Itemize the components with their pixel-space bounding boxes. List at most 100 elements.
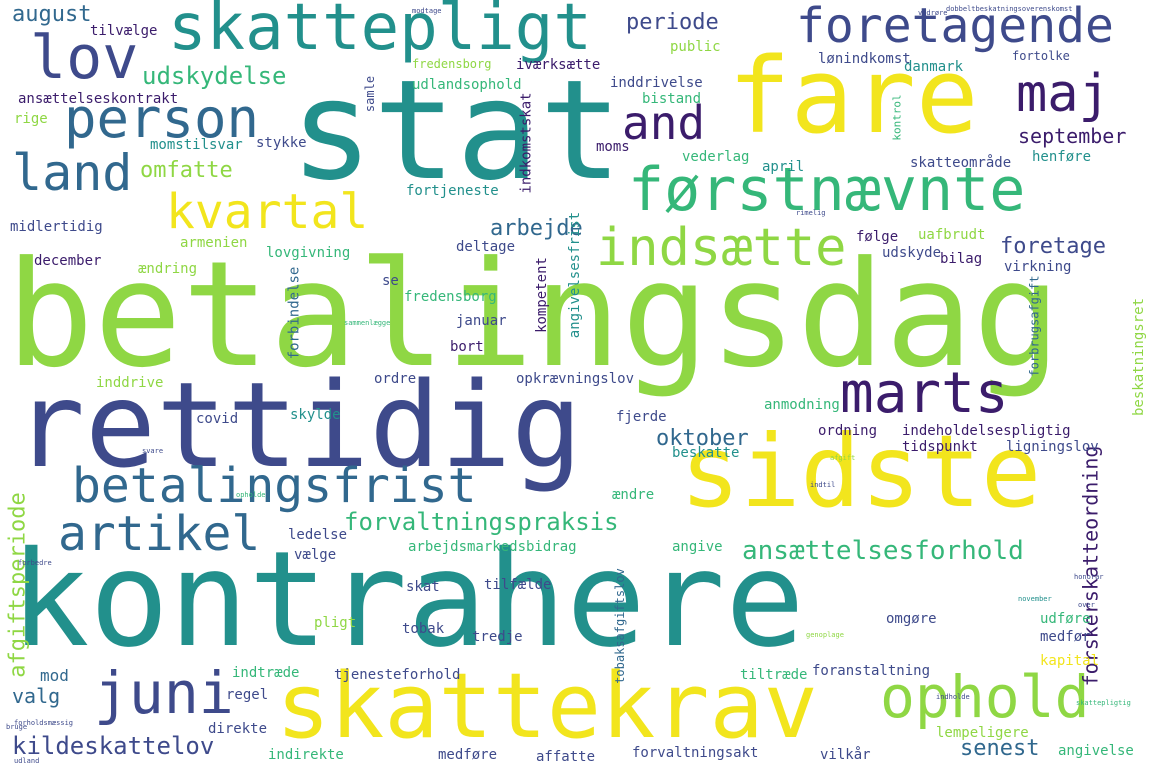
word-foretage: foretage	[1000, 234, 1106, 259]
word-momstilsvar: momstilsvar	[150, 137, 243, 153]
word-skatteområde: skatteområde	[910, 155, 1012, 171]
word-tobaksafgiftslov: tobaksafgiftslov	[612, 568, 627, 684]
word-foretagende: foretagende	[796, 0, 1114, 54]
word-tobak: tobak	[402, 621, 445, 637]
word-betalingsdag: betalingsdag	[6, 230, 1061, 400]
word-sammenlægge: sammenlægge	[344, 319, 391, 327]
word-forbindelse: forbindelse	[286, 266, 303, 360]
word-bruge: bruge	[6, 723, 28, 731]
word-midlertidig: midlertidig	[10, 219, 103, 235]
word-kapital: kapital	[1040, 653, 1100, 669]
word-ordre: ordre	[374, 371, 417, 387]
word-maj: maj	[1016, 64, 1110, 124]
word-ansættelseskontrakt: ansættelseskontrakt	[18, 91, 179, 107]
word-tiltræde: tiltræde	[740, 667, 808, 683]
word-foranstaltning: foranstaltning	[812, 663, 931, 679]
word-periode: periode	[626, 10, 719, 35]
word-afgift: afgift	[830, 454, 856, 462]
word-indsætte: indsætte	[596, 218, 847, 278]
word-fare: fare	[728, 35, 979, 157]
word-indeholdelsespligtig: indeholdelsespligtig	[902, 423, 1071, 439]
word-forvaltningsakt: forvaltningsakt	[632, 745, 759, 761]
word-skat: skat	[406, 579, 440, 595]
word-iværksætte: iværksætte	[516, 57, 601, 73]
word-tilvælge: tilvælge	[90, 23, 158, 39]
word-førstnævnte: førstnævnte	[628, 155, 1026, 225]
word-bistand: bistand	[642, 91, 702, 107]
word-indholde: indholde	[936, 693, 970, 701]
word-vælge: vælge	[294, 547, 337, 563]
word-direkte: direkte	[208, 721, 268, 737]
word-svare: svare	[142, 447, 164, 455]
word-genoplage: genoplage	[806, 631, 844, 639]
word-fredensborg-2: fredensborg	[404, 289, 497, 305]
word-ordning: ordning	[818, 423, 878, 439]
word-person: person	[64, 87, 260, 150]
word-oktober: oktober	[656, 426, 749, 451]
word-land: land	[12, 144, 133, 202]
word-vederlag: vederlag	[682, 149, 750, 165]
word-juni: juni	[94, 659, 234, 727]
word-regel: regel	[226, 687, 269, 703]
word-indkomstskat: indkomstskat	[518, 92, 535, 194]
word-arbejde: arbejde	[490, 216, 583, 241]
word-rige: rige	[14, 111, 48, 127]
word-honorar: honorar	[1074, 573, 1104, 581]
word-indtil: indtil	[810, 481, 836, 489]
word-udskydelse: udskydelse	[142, 62, 287, 90]
word-vedrøre: vedrøre	[918, 9, 948, 17]
word-marts: marts	[840, 361, 1009, 426]
word-inddrivelse: inddrivelse	[610, 75, 703, 91]
word-ændre: ændre	[612, 487, 655, 503]
word-arbejdsmarkedsbidrag: arbejdsmarkedsbidrag	[408, 539, 577, 555]
word-ansættelsesforhold: ansættelsesforhold	[742, 536, 1024, 566]
word-public: public	[670, 39, 721, 55]
word-ændring: ændring	[138, 261, 198, 277]
word-ligningslov: ligningslov	[1006, 439, 1099, 455]
word-danmark: danmark	[904, 59, 964, 75]
word-april: april	[762, 159, 805, 175]
word-vilkår: vilkår	[820, 747, 871, 763]
word-forholdsmæssig: forholdsmæssig	[14, 719, 74, 727]
word-tjenesteforhold: tjenesteforhold	[334, 667, 461, 683]
word-forvaltningspraksis: forvaltningspraksis	[344, 508, 619, 536]
word-beskatte: beskatte	[672, 445, 740, 461]
word-forbedre: forbedre	[18, 559, 52, 567]
word-senest: senest	[960, 736, 1040, 761]
word-indirekte: indirekte	[268, 747, 344, 763]
word-kildeskattelov: kildeskattelov	[12, 732, 215, 760]
word-skattepligt: skattepligt	[168, 0, 592, 65]
word-fortolke: fortolke	[1012, 49, 1070, 63]
word-armenien: armenien	[180, 235, 248, 251]
word-stykke: stykke	[256, 135, 307, 151]
word-januar: januar	[456, 313, 507, 329]
word-udlandsophold: udlandsophold	[412, 77, 522, 93]
word-ledelse: ledelse	[288, 527, 348, 543]
word-december: december	[34, 253, 102, 269]
word-bilag: bilag	[940, 251, 983, 267]
word-lov: lov	[30, 23, 139, 93]
word-rimelig: rimelig	[796, 209, 826, 217]
word-angive: angive	[672, 539, 723, 555]
word-forbrugsafgift: forbrugsafgift	[1027, 275, 1042, 377]
word-udland: udland	[14, 757, 40, 765]
word-angivelsesfrist: angivelsesfrist	[567, 211, 584, 339]
word-moms: moms	[596, 139, 630, 155]
word-fjerde: fjerde	[616, 409, 667, 425]
word-dobbeltbeskatningsoverenskomst: dobbeltbeskatningsoverenskomst	[946, 5, 1073, 13]
word-indtræde: indtræde	[232, 665, 300, 681]
word-kompetent: kompetent	[533, 257, 550, 333]
word-opholde: opholde	[236, 491, 266, 499]
word-samle: samle	[363, 75, 378, 113]
word-affatte: affatte	[536, 749, 596, 765]
word-beskatningsret: beskatningsret	[1131, 297, 1148, 417]
word-deltage: deltage	[456, 239, 516, 255]
word-følge: følge	[856, 229, 899, 245]
word-over: over	[1078, 601, 1095, 609]
word-udskyde: udskyde	[882, 245, 942, 261]
word-november: november	[1018, 595, 1052, 603]
word-covid: covid	[196, 411, 239, 427]
word-mod: mod	[40, 666, 69, 685]
word-lønindkomst: lønindkomst	[818, 51, 911, 67]
